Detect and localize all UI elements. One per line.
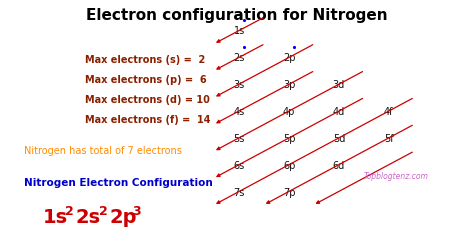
Text: 3p: 3p [283, 80, 295, 90]
Text: Max electrons (f) =  14: Max electrons (f) = 14 [85, 115, 211, 125]
Text: 7s: 7s [234, 187, 245, 197]
Text: 2: 2 [65, 204, 74, 218]
Text: 1s: 1s [43, 208, 68, 227]
Text: 4d: 4d [333, 106, 345, 117]
Text: 4p: 4p [283, 106, 295, 117]
Text: 5f: 5f [384, 133, 393, 143]
Text: Nitrogen Electron Configuration: Nitrogen Electron Configuration [24, 178, 212, 188]
Text: Max electrons (d) = 10: Max electrons (d) = 10 [85, 95, 210, 105]
Text: 2p: 2p [283, 53, 295, 63]
Text: 6p: 6p [283, 160, 295, 170]
Text: 2: 2 [99, 204, 107, 218]
Text: 4s: 4s [234, 106, 245, 117]
Text: Max electrons (s) =  2: Max electrons (s) = 2 [85, 55, 206, 65]
Text: Nitrogen has total of 7 electrons: Nitrogen has total of 7 electrons [24, 145, 182, 155]
Text: 5d: 5d [333, 133, 345, 143]
Text: 4f: 4f [384, 106, 393, 117]
Text: Max electrons (p) =  6: Max electrons (p) = 6 [85, 75, 207, 85]
Text: 3s: 3s [234, 80, 245, 90]
Text: 3d: 3d [333, 80, 345, 90]
Text: 7p: 7p [283, 187, 295, 197]
Text: Topblogtenz.com: Topblogtenz.com [364, 172, 428, 181]
Text: 5p: 5p [283, 133, 295, 143]
Text: 2s: 2s [234, 53, 245, 63]
Text: 6s: 6s [234, 160, 245, 170]
Text: 3: 3 [132, 204, 140, 218]
Text: 6d: 6d [333, 160, 345, 170]
Text: 5s: 5s [234, 133, 245, 143]
Text: 2s: 2s [76, 208, 101, 227]
Text: Electron configuration for Nitrogen: Electron configuration for Nitrogen [86, 8, 388, 22]
Text: 1s: 1s [234, 26, 245, 36]
Text: 2p: 2p [109, 208, 137, 227]
